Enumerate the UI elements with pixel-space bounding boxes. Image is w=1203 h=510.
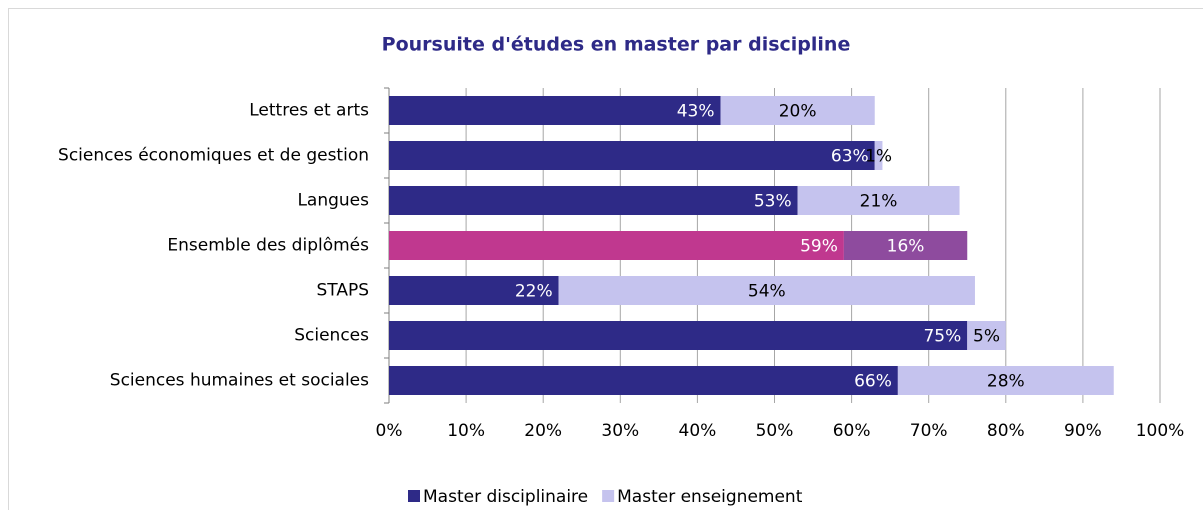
bar-segment [720, 96, 875, 125]
chart-title: Poursuite d'études en master par discipl… [382, 34, 851, 56]
x-tick-label: 100% [1136, 421, 1185, 441]
data-label: 28% [987, 372, 1025, 392]
bar-segment [874, 141, 883, 170]
x-tick-label: 40% [679, 421, 717, 441]
data-label: 59% [800, 237, 838, 257]
x-tick-label: 80% [987, 421, 1025, 441]
y-tick-label: Sciences économiques et de gestion [58, 146, 369, 166]
bar-segment [389, 366, 898, 395]
y-tick-label: Sciences humaines et sociales [110, 371, 369, 391]
legend-label: Master disciplinaire [423, 487, 588, 507]
bar-segment [389, 96, 721, 125]
x-tick-label: 60% [833, 421, 871, 441]
data-label: 1% [865, 147, 892, 167]
legend-swatch [408, 490, 420, 502]
bar-segment [389, 231, 844, 260]
data-label: 75% [923, 327, 961, 347]
legend-label: Master enseignement [617, 487, 803, 507]
data-label: 5% [973, 327, 1000, 347]
data-label: 54% [748, 282, 786, 302]
bar-segment [389, 141, 875, 170]
y-tick-label: Langues [297, 191, 369, 211]
data-label: 43% [677, 102, 715, 122]
data-label: 22% [515, 282, 553, 302]
bar-segment [558, 276, 975, 305]
y-tick-label: Lettres et arts [249, 101, 369, 121]
x-tick-label: 70% [910, 421, 948, 441]
data-label: 20% [779, 102, 817, 122]
y-tick-label: Sciences [294, 326, 369, 346]
y-tick-label: Ensemble des diplômés [167, 236, 369, 256]
bar-segment [389, 276, 559, 305]
x-tick-label: 10% [447, 421, 485, 441]
x-tick-label: 50% [756, 421, 794, 441]
data-label: 16% [887, 237, 925, 257]
bar-segment [843, 231, 968, 260]
bar-segment [389, 321, 968, 350]
x-tick-label: 90% [1064, 421, 1102, 441]
x-tick-label: 30% [601, 421, 639, 441]
x-tick-label: 0% [376, 421, 403, 441]
bar-segment [897, 366, 1114, 395]
bar-segment [389, 186, 798, 215]
data-label: 21% [860, 192, 898, 212]
legend-swatch [602, 490, 615, 502]
data-label: 66% [854, 372, 892, 392]
x-tick-label: 20% [524, 421, 562, 441]
data-label: 63% [831, 147, 869, 167]
data-label: 53% [754, 192, 792, 212]
bar-segment [797, 186, 960, 215]
bar-segment [967, 321, 1006, 350]
y-tick-label: STAPS [316, 281, 369, 301]
